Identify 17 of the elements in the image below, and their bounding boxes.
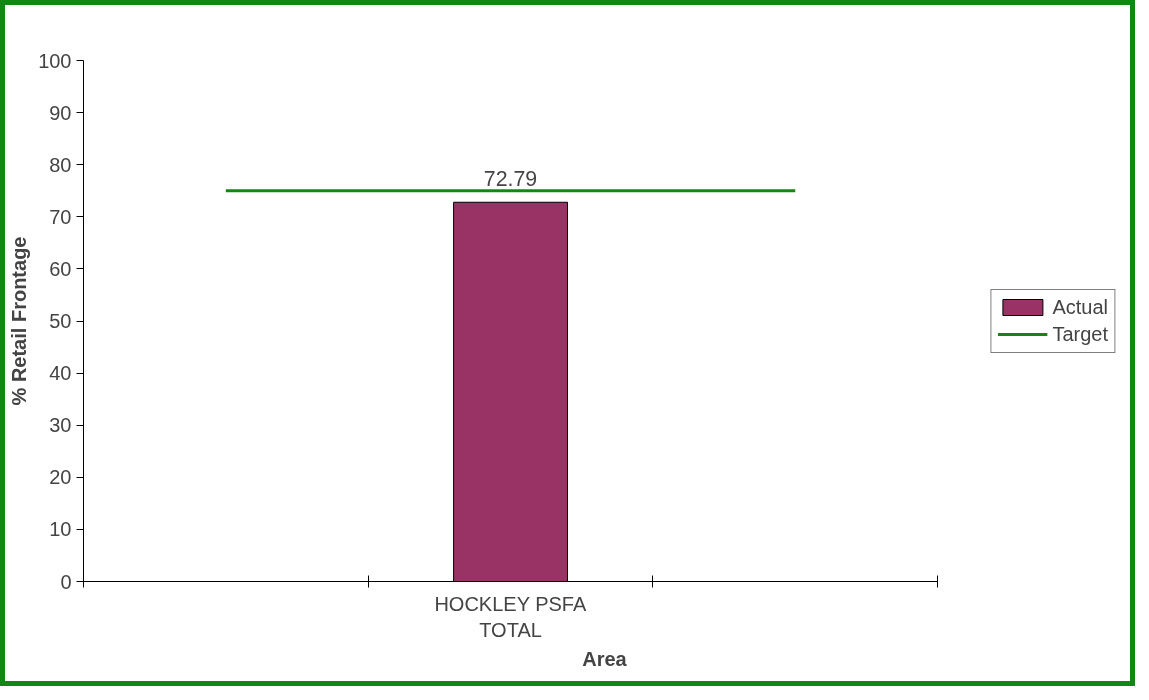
legend-label: Target [1052, 322, 1108, 346]
y-tick-label: 90 [49, 101, 72, 124]
y-tick-label: 70 [49, 205, 72, 228]
y-tick-label: 100 [38, 49, 72, 72]
legend-label: Actual [1052, 295, 1108, 319]
data-label: 72.79 [483, 167, 538, 192]
y-axis-title: % Retail Frontage [8, 236, 31, 406]
y-tick-label: 30 [49, 414, 72, 437]
x-axis-title: Area [582, 647, 628, 670]
y-tick-label: 50 [49, 310, 72, 332]
y-tick-label: 10 [49, 518, 72, 541]
y-tick-label: 40 [49, 362, 72, 385]
y-tick-label: 80 [49, 153, 72, 176]
y-tick-label: 20 [49, 466, 72, 489]
y-tick-label: 0 [60, 570, 72, 593]
y-tick-label: 60 [49, 257, 72, 280]
x-tick-label: HOCKLEY PSFA TOTAL [434, 592, 587, 641]
